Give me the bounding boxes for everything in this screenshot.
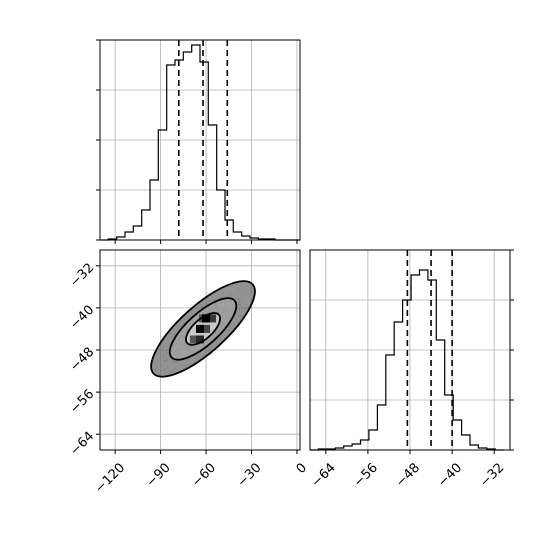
contour-line	[168, 297, 238, 361]
density-contour-lines	[150, 280, 256, 378]
y-tick-label: −40	[67, 303, 97, 333]
histogram-y-step-line	[310, 269, 504, 451]
histogram-panel-x-ticks	[96, 39, 298, 244]
histogram-x-step-line	[100, 44, 300, 241]
x-tick-label: 0	[294, 460, 310, 476]
contour-line	[150, 280, 256, 378]
x-tick-label: −64	[309, 460, 339, 490]
histogram-panel-y-quantile-lines	[406, 250, 453, 450]
density-cell	[196, 324, 204, 333]
density-cells	[189, 314, 217, 344]
contour-line	[185, 312, 221, 346]
density-cell	[202, 324, 211, 333]
density-panel-ticks	[96, 265, 298, 454]
histogram-panel-y: −64 −56 −48 −40 −32	[309, 249, 514, 490]
density-cell	[196, 335, 204, 344]
density-panel-frame	[99, 249, 301, 451]
histogram-panel-x-quantile-lines	[177, 40, 229, 240]
x-tick-label: −90	[144, 460, 174, 490]
density-panel: −120 −90 −60 −30 0 −32 −40 −48 −56 −64	[67, 249, 310, 496]
histogram-panel-y-frame	[309, 249, 511, 451]
density-cell	[189, 335, 198, 344]
density-cell	[208, 314, 217, 323]
x-tick-label: −30	[235, 460, 265, 490]
density-cell	[202, 314, 211, 323]
histogram-panel-x-frame	[99, 39, 301, 241]
histogram-panel-y-ticks	[325, 249, 514, 454]
x-tick-label: −120	[92, 460, 128, 496]
x-tick-label: −32	[477, 460, 507, 490]
histogram-panel-x	[96, 39, 301, 244]
x-tick-label: −60	[189, 460, 219, 490]
y-tick-label: −32	[67, 260, 97, 290]
y-tick-label: −56	[67, 387, 97, 417]
density-x-tick-labels: −120 −90 −60 −30 0	[92, 460, 310, 496]
histogram-y-x-tick-labels: −64 −56 −48 −40 −32	[309, 460, 507, 490]
x-tick-label: −56	[351, 460, 381, 490]
x-tick-label: −48	[393, 460, 423, 490]
y-tick-label: −64	[67, 429, 97, 459]
y-tick-label: −48	[67, 345, 97, 375]
x-tick-label: −40	[435, 460, 465, 490]
density-y-tick-labels: −32 −40 −48 −56 −64	[67, 260, 97, 458]
